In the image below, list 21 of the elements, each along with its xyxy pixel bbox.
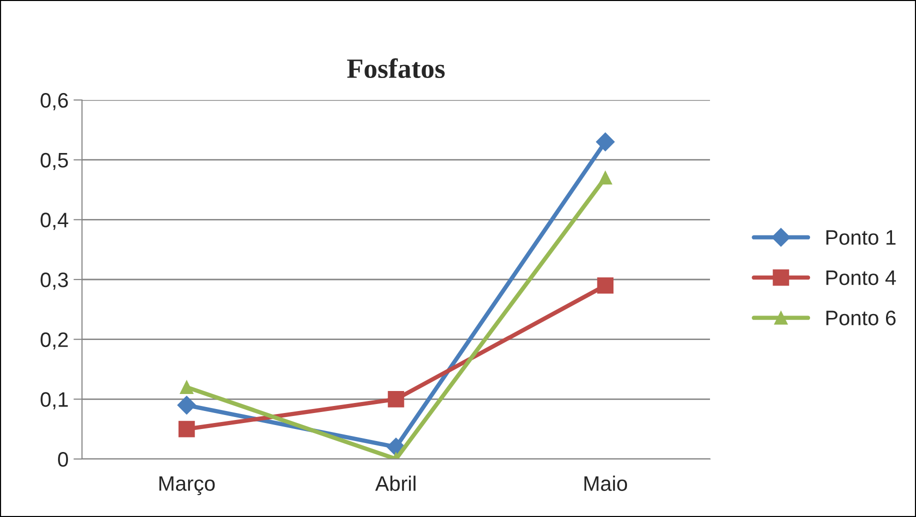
chart-title: Fosfatos — [347, 58, 445, 78]
point — [388, 391, 404, 408]
y-tick-label: 0,1 — [40, 392, 68, 410]
legend-label: Ponto 1 — [826, 230, 896, 245]
y-tick-label: 0 — [58, 452, 68, 467]
y-tick-label: 0,2 — [40, 332, 68, 350]
legend-label: Ponto 4 — [826, 270, 896, 286]
x-tick-label: Abril — [375, 476, 416, 491]
x-tick-label: Maio — [584, 476, 628, 491]
x-tick-label: Março — [159, 476, 215, 496]
point — [180, 380, 194, 394]
legend-label: Ponto 6 — [826, 310, 896, 326]
y-tick-label: 0,4 — [40, 212, 68, 230]
point — [598, 171, 612, 185]
y-tick-label: 0,5 — [40, 152, 68, 170]
y-tick-label: 0,3 — [40, 272, 68, 290]
point — [596, 132, 615, 152]
y-tick-label: 0,6 — [40, 93, 68, 110]
point — [178, 420, 195, 438]
point — [597, 277, 614, 294]
point — [177, 396, 196, 415]
